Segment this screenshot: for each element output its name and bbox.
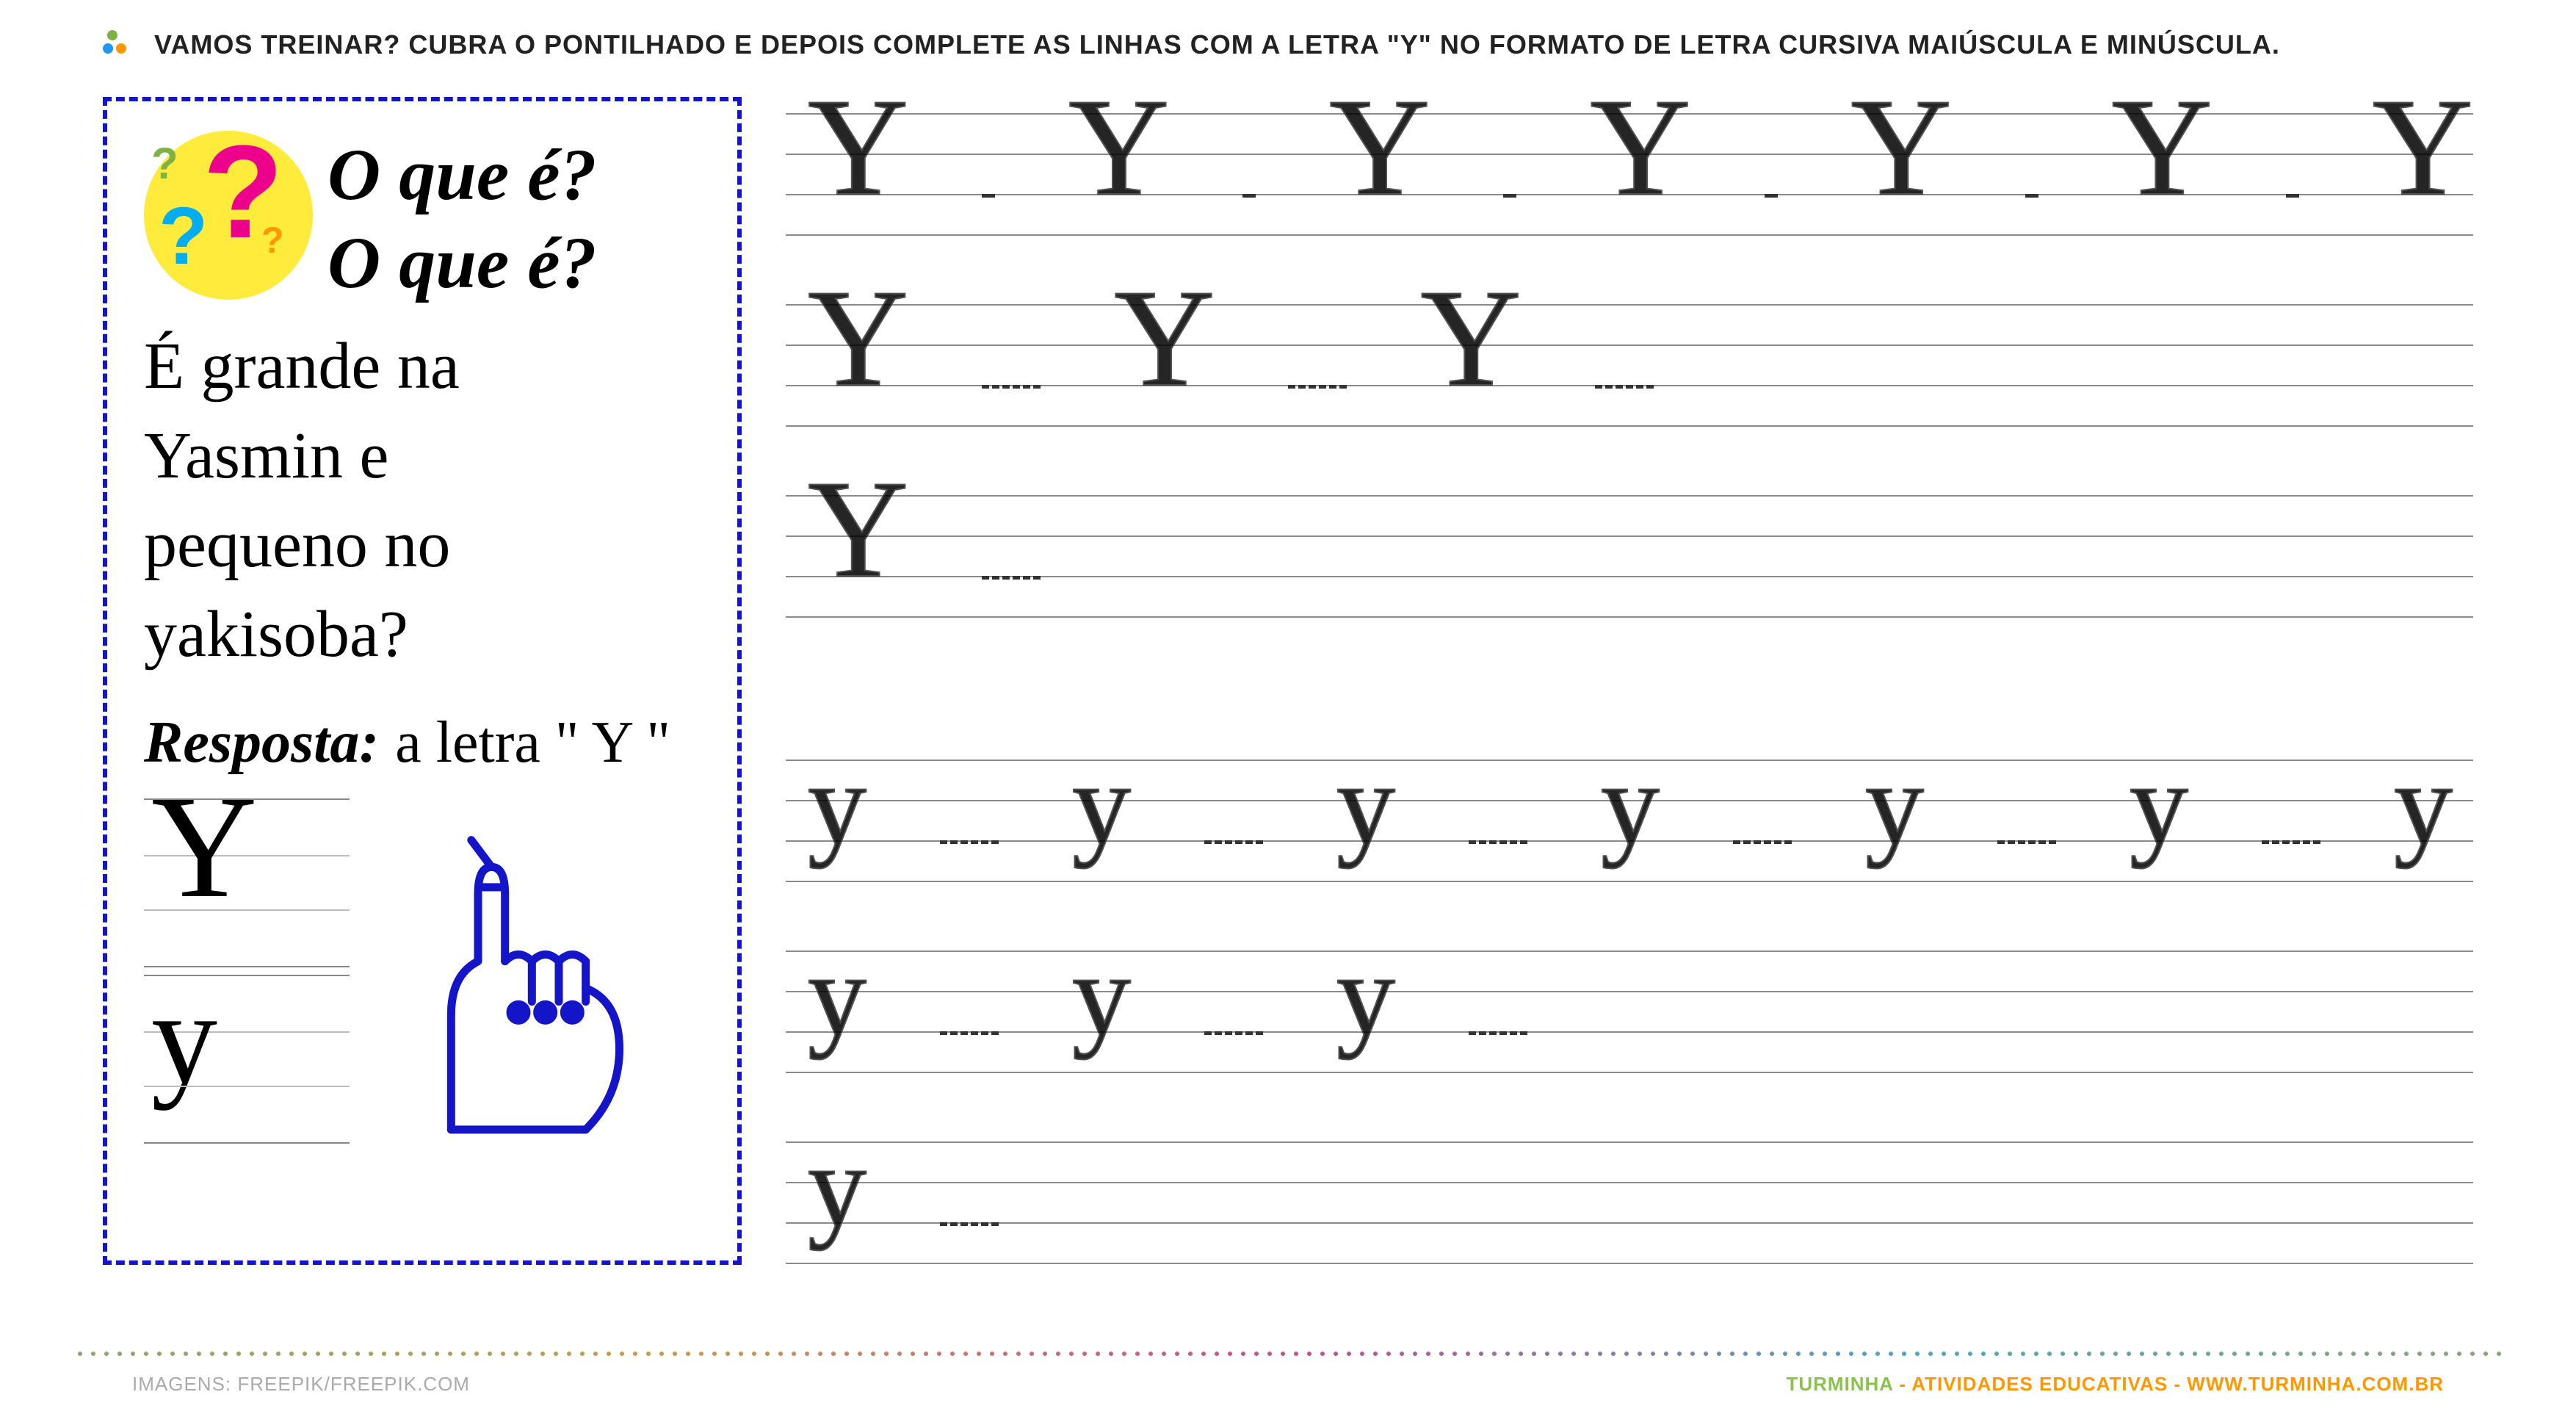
trace-letter-upper: Y [808, 259, 908, 419]
trace-letter-lower: y [808, 927, 866, 1063]
trace-letters: YYY [786, 288, 2473, 450]
question-circle-icon: ? ? ? ? [144, 131, 313, 300]
trace-letters: yyy [786, 934, 2473, 1096]
footer-url: WWW.TURMINHA.COM.BR [2187, 1373, 2444, 1395]
trace-letter-upper: Y [808, 68, 908, 228]
example-upper-letter: Y [151, 763, 257, 931]
trace-dash [982, 576, 1041, 580]
example-lower-letter: y [151, 962, 217, 1114]
practice-row: Y [786, 479, 2473, 641]
trace-dash [1288, 385, 1347, 389]
trace-letters: y [786, 1125, 2473, 1287]
riddle-title-2: O que é? [328, 219, 701, 307]
riddle-body: É grande na Yasmin e pequeno no yakisoba… [144, 322, 701, 679]
practice-row: yyy [786, 934, 2473, 1096]
trace-letter-lower: y [1336, 927, 1395, 1063]
trace-dash [2262, 840, 2320, 845]
trace-dash [1595, 385, 1654, 389]
trace-letter-lower: y [2394, 736, 2453, 872]
trace-letter-lower: y [2130, 736, 2188, 872]
instruction-text: VAMOS TREINAR? CUBRA O PONTILHADO E DEPO… [154, 29, 2280, 60]
answer-text: a letra " Y " [395, 710, 670, 775]
trace-letter-upper: Y [1114, 259, 1215, 419]
trace-letters: YYYYYYY [786, 97, 2473, 259]
trace-letter-upper: Y [1851, 68, 1952, 228]
section-gap [786, 670, 2473, 714]
trace-letter-lower: y [1865, 736, 1924, 872]
riddle-title-1: O que é? [328, 131, 701, 219]
trace-letter-upper: Y [2373, 68, 2473, 228]
trace-letters: Y [786, 479, 2473, 641]
footer-mid: - ATIVIDADES EDUCATIVAS - [1893, 1373, 2187, 1395]
trace-dash [1503, 194, 1516, 198]
trace-dash [1469, 1031, 1527, 1036]
footer-brand: TURMINHA - ATIVIDADES EDUCATIVAS - WWW.T… [1786, 1373, 2444, 1396]
trace-dash [1765, 194, 1778, 198]
sign-language-y-icon [379, 813, 658, 1136]
riddle-box: ? ? ? ? O que é? O que é? É grande na Ya… [103, 97, 742, 1265]
riddle-line: É grande na [144, 322, 701, 411]
trace-dash [940, 840, 999, 845]
trace-letter-lower: y [1601, 736, 1660, 872]
trace-dash [940, 1222, 999, 1227]
trace-dash [1204, 840, 1263, 845]
question-mark-icon: ? [159, 190, 208, 283]
trace-dash [1733, 840, 1792, 845]
trace-dash [1204, 1031, 1263, 1036]
example-lower-line: y [144, 975, 350, 1144]
practice-row: YYYYYYY [786, 97, 2473, 259]
trace-letter-lower: y [1336, 736, 1395, 872]
example-letters: Y y [144, 798, 350, 1151]
example-upper-line: Y [144, 798, 350, 967]
trace-letter-upper: Y [1068, 68, 1169, 228]
trace-letter-lower: y [1072, 927, 1131, 1063]
trace-letter-lower: y [808, 1118, 866, 1254]
trace-letters: yyyyyyy [786, 743, 2473, 905]
logo-dots-icon [103, 30, 132, 59]
practice-row: yyyyyyy [786, 743, 2473, 905]
trace-dash [1997, 840, 2056, 845]
trace-dash [2025, 194, 2038, 198]
trace-dash [1242, 194, 1256, 198]
question-mark-icon: ? [261, 219, 284, 261]
trace-letter-upper: Y [1329, 68, 1430, 228]
main-content: ? ? ? ? O que é? O que é? É grande na Ya… [103, 97, 2473, 1287]
trace-letter-upper: Y [1590, 68, 1690, 228]
riddle-line: Yasmin e [144, 411, 701, 501]
riddle-line: pequeno no [144, 500, 701, 590]
trace-letter-upper: Y [808, 450, 908, 610]
riddle-line: yakisoba? [144, 590, 701, 679]
practice-row: y [786, 1125, 2473, 1287]
footer-credits: IMAGENS: FREEPIK/FREEPIK.COM [132, 1373, 470, 1396]
trace-letter-lower: y [1072, 736, 1131, 872]
trace-dash [1469, 840, 1527, 845]
practice-row: YYY [786, 288, 2473, 450]
example-area: Y y [144, 798, 701, 1151]
header: VAMOS TREINAR? CUBRA O PONTILHADO E DEPO… [103, 29, 2473, 60]
trace-dash [982, 194, 995, 198]
trace-dash [982, 385, 1041, 389]
practice-area: YYYYYYYYYYYyyyyyyyyyyy [786, 97, 2473, 1287]
trace-letter-lower: y [808, 736, 866, 872]
footer-divider [73, 1349, 2503, 1359]
trace-letter-upper: Y [2112, 68, 2213, 228]
question-mark-icon: ? [151, 138, 178, 189]
footer-brand-name: TURMINHA [1786, 1373, 1893, 1395]
trace-dash [940, 1031, 999, 1036]
trace-dash [2286, 194, 2299, 198]
trace-letter-upper: Y [1420, 259, 1521, 419]
